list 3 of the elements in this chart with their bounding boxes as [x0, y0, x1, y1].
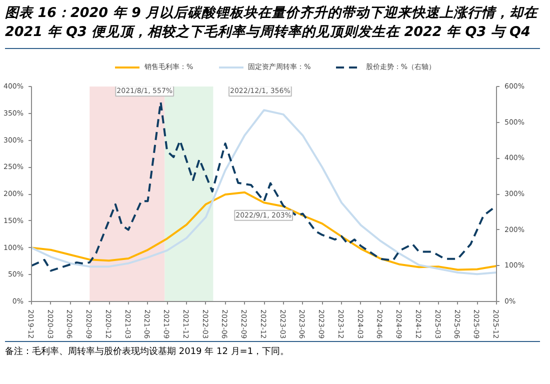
chart-title: 图表 16：2020 年 9 月以后碳酸锂板块在量价齐升的带动下迎来快速上涨行情，却在 2021 年 Q3 便见顶，相较之下毛利率与周转率的见顶则发生在 2022 年 Q3 与 Q4 — [5, 4, 540, 49]
line-series — [32, 191, 496, 271]
text: 备注：毛利率、周转率与股价表现均设基期 2019 年 12 月=1，下同。 — [5, 341, 540, 359]
